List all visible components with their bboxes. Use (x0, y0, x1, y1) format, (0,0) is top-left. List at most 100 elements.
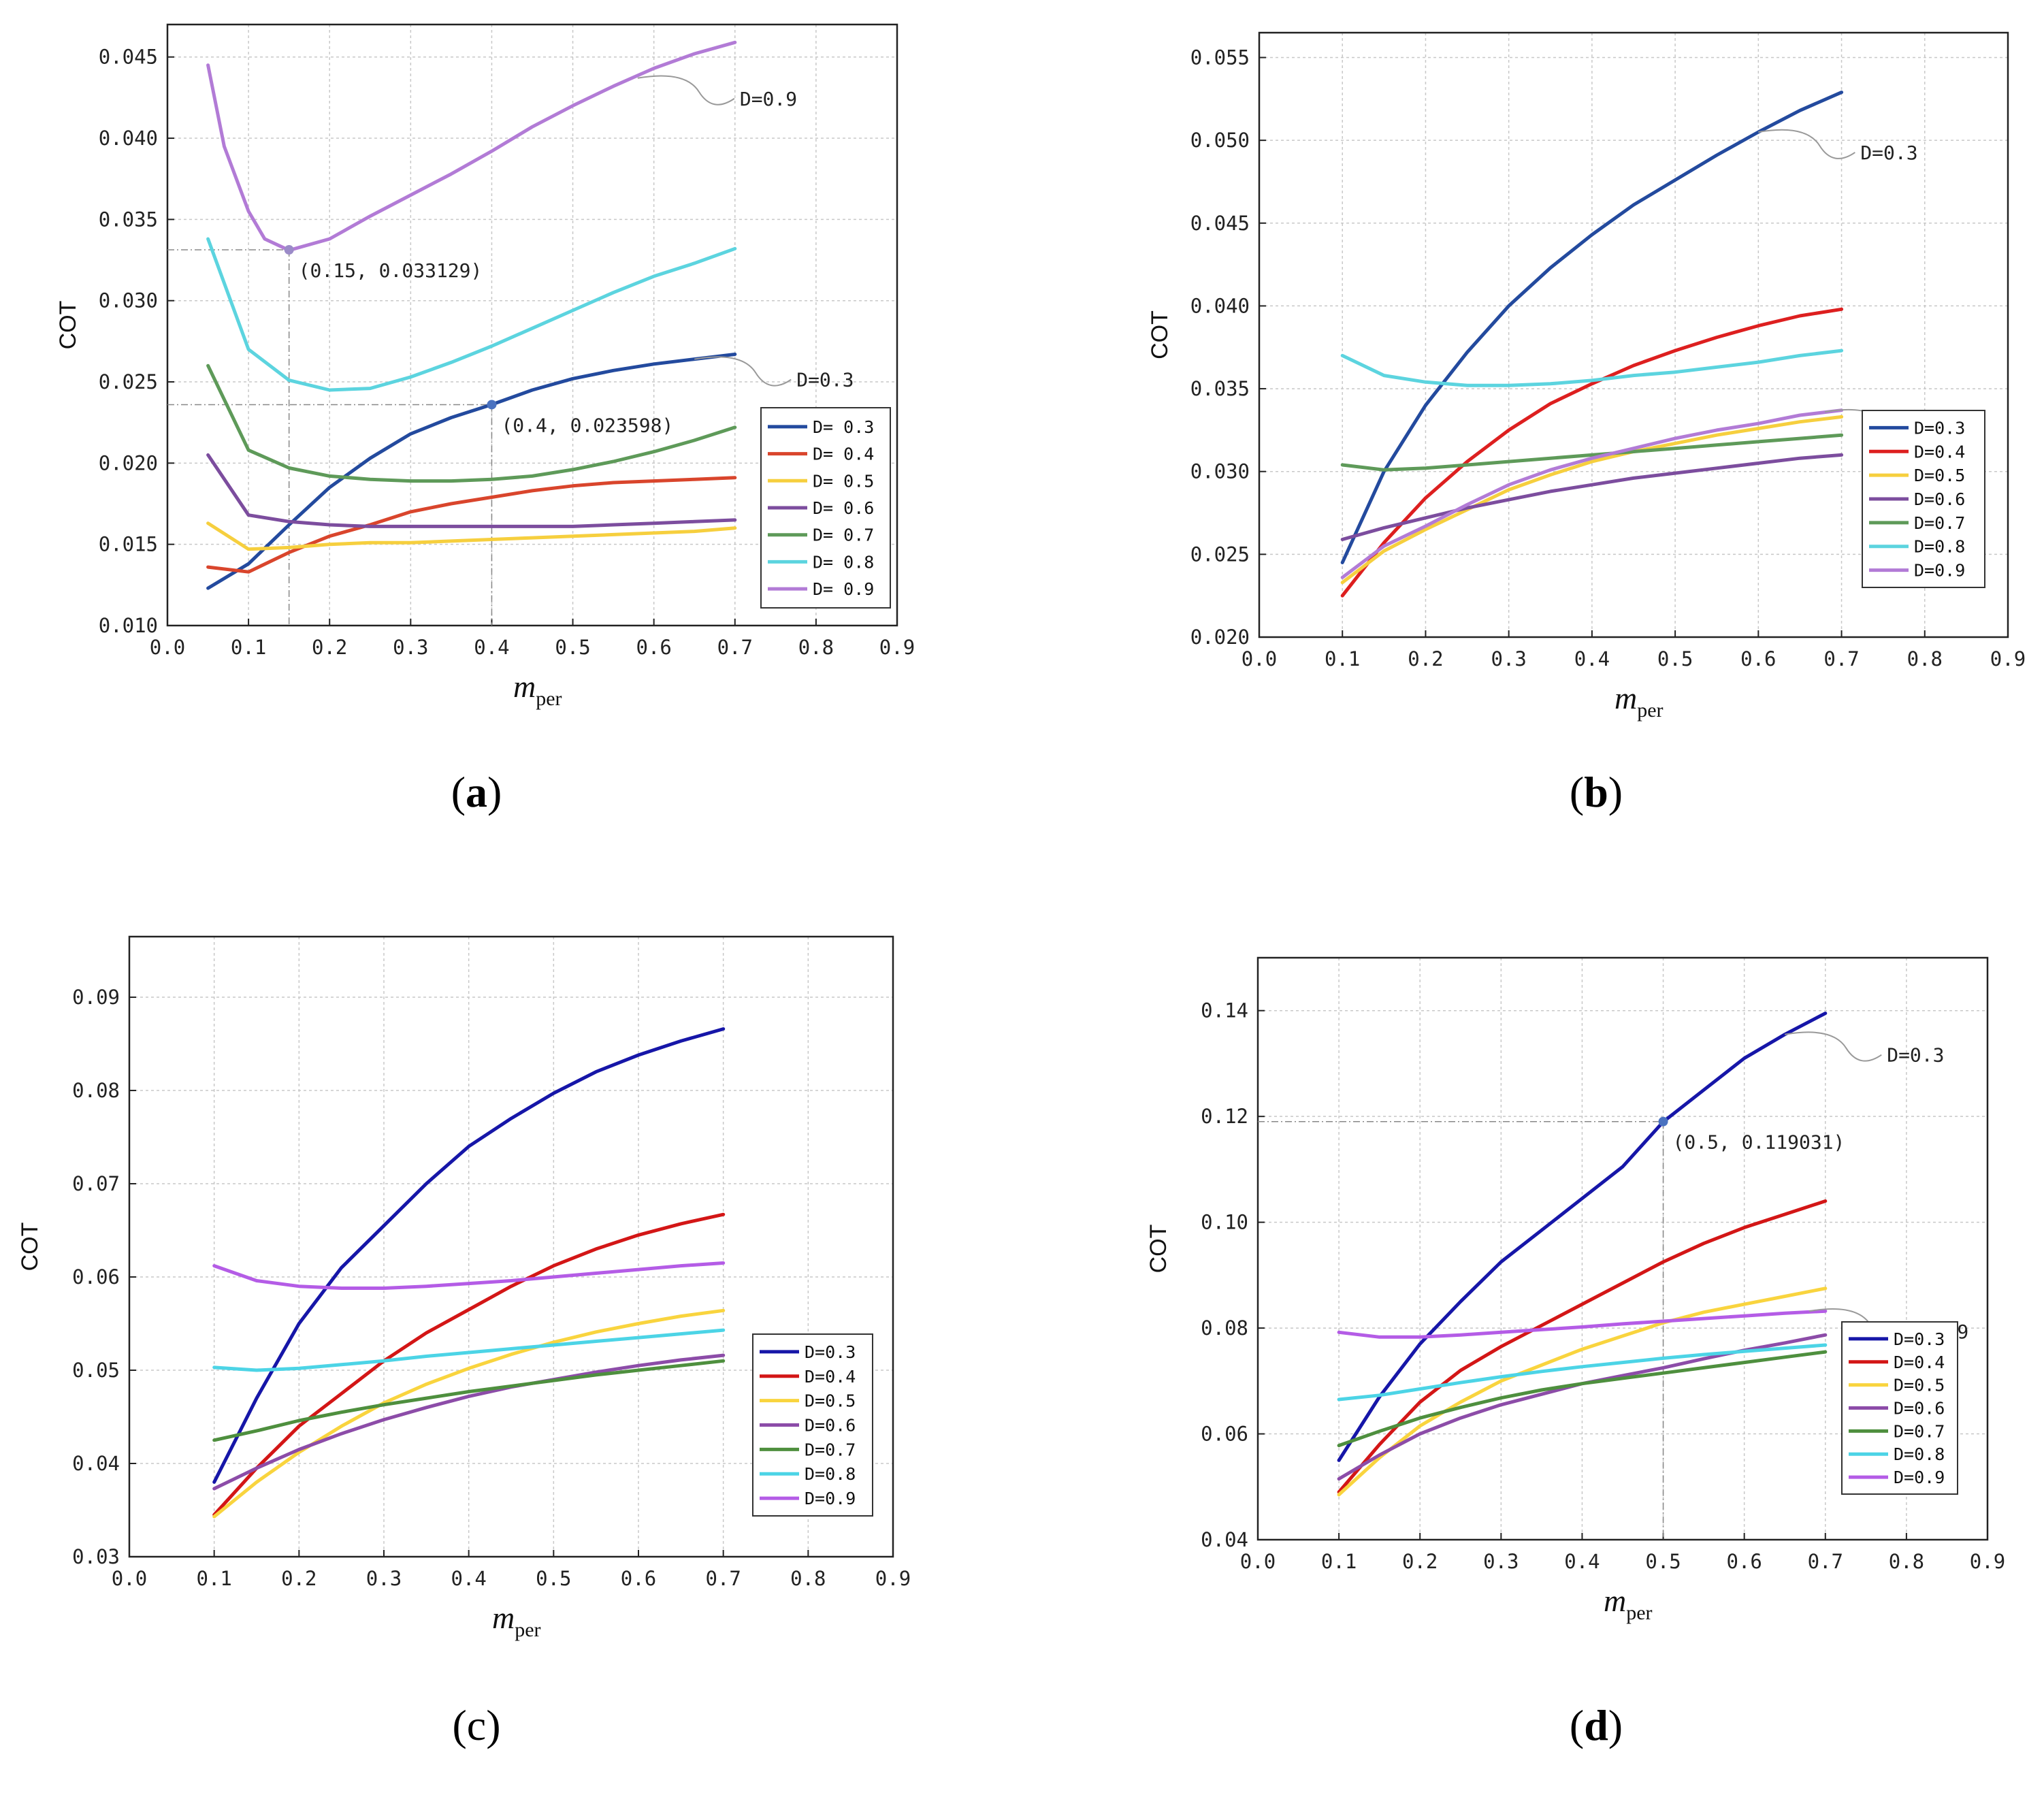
legend-entry: D= 0.9 (813, 579, 874, 599)
y-tick-label: 0.06 (1201, 1423, 1248, 1446)
y-tick-label: 0.035 (99, 208, 158, 231)
y-tick-label: 0.035 (1190, 377, 1250, 400)
series-line-d09 (1337, 1309, 1828, 1339)
series-line-d06 (212, 1353, 726, 1491)
legend-entry: D=0.3 (805, 1342, 856, 1362)
annotation-point (1658, 1116, 1668, 1127)
x-tick-label: 0.8 (798, 636, 834, 659)
x-tick-label: 0.3 (1483, 1550, 1519, 1573)
x-tick-label: 0.3 (1491, 647, 1526, 670)
legend-entry: D=0.7 (1914, 513, 1965, 533)
y-tick-label: 0.020 (1190, 626, 1250, 649)
callout-label: D=0.3 (796, 369, 854, 391)
y-axis-title: COT (55, 301, 81, 350)
series-line-d05 (212, 1308, 726, 1519)
callout-leader (1758, 129, 1855, 159)
x-tick-label: 0.0 (1240, 1550, 1276, 1573)
plot-frame (166, 23, 898, 627)
legend-entry: D=0.8 (1914, 537, 1965, 557)
annotation-point (284, 245, 294, 255)
panel-label: (b) (1570, 768, 1623, 816)
series-line-d05 (206, 521, 737, 551)
x-tick-label: 0.5 (555, 636, 590, 659)
x-tick-label: 0.9 (879, 636, 915, 659)
y-tick-label: 0.04 (1201, 1528, 1248, 1551)
series-line-d07 (1340, 433, 1844, 472)
x-tick-label: 0.5 (536, 1567, 571, 1590)
series-line-d08 (212, 1328, 726, 1372)
x-tick-label: 0.7 (1823, 647, 1859, 670)
y-axis-title: COT (1147, 310, 1173, 359)
legend-entry: D=0.9 (1914, 561, 1965, 581)
y-tick-label: 0.08 (1201, 1316, 1248, 1340)
y-tick-label: 0.045 (99, 46, 158, 69)
legend-entry: D=0.6 (805, 1416, 856, 1436)
x-tick-label: 0.5 (1645, 1550, 1681, 1573)
legend-entry: D= 0.7 (813, 525, 874, 545)
legend-entry: D=0.5 (1894, 1376, 1945, 1395)
x-axis-title: mper (1604, 1583, 1653, 1624)
x-tick-label: 0.3 (366, 1567, 402, 1590)
x-tick-label: 0.5 (1657, 647, 1693, 670)
plot-frame (128, 935, 894, 1558)
series-line-d03 (212, 1027, 726, 1484)
x-tick-label: 0.6 (1726, 1550, 1762, 1573)
series-line-d03 (1337, 1011, 1828, 1462)
x-tick-label: 0.4 (1574, 647, 1610, 670)
callout-label: D=0.3 (1887, 1044, 1944, 1067)
x-tick-label: 0.6 (1740, 647, 1776, 670)
legend-entry: D=0.6 (1894, 1399, 1945, 1419)
x-tick-label: 0.4 (1564, 1550, 1600, 1573)
y-tick-label: 0.030 (99, 289, 158, 312)
y-tick-label: 0.08 (72, 1079, 120, 1102)
y-tick-label: 0.10 (1201, 1211, 1248, 1234)
y-axis-title: COT (1146, 1225, 1171, 1274)
x-tick-label: 0.8 (790, 1567, 826, 1590)
legend-entry: D=0.7 (1894, 1421, 1945, 1441)
x-axis-title: mper (1615, 681, 1664, 722)
series-line-d07 (1337, 1350, 1828, 1448)
x-tick-label: 0.2 (1402, 1550, 1438, 1573)
x-tick-label: 0.1 (1321, 1550, 1357, 1573)
x-tick-label: 0.9 (1970, 1550, 2005, 1573)
y-tick-label: 0.04 (72, 1452, 120, 1475)
x-tick-label: 0.7 (717, 636, 753, 659)
legend-entry: D= 0.3 (813, 417, 874, 437)
y-tick-label: 0.045 (1190, 212, 1250, 235)
y-tick-label: 0.025 (99, 370, 158, 393)
annotation-point (487, 400, 497, 410)
x-tick-label: 0.4 (474, 636, 509, 659)
y-tick-label: 0.05 (72, 1359, 120, 1382)
legend-entry: D= 0.5 (813, 471, 874, 491)
series-line-d09 (206, 40, 737, 253)
legend-entry: D=0.5 (1914, 466, 1965, 485)
legend-entry: D=0.9 (1894, 1468, 1945, 1487)
y-tick-label: 0.055 (1190, 46, 1250, 69)
legend-entry: D=0.7 (805, 1440, 856, 1459)
x-tick-label: 0.6 (636, 636, 671, 659)
x-tick-label: 0.1 (196, 1567, 231, 1590)
x-tick-label: 0.0 (1242, 647, 1277, 670)
x-tick-label: 0.7 (1808, 1550, 1843, 1573)
x-tick-label: 0.1 (1325, 647, 1360, 670)
y-tick-label: 0.09 (72, 986, 120, 1009)
plot-frame (1258, 31, 2009, 638)
callout-leader (694, 356, 792, 387)
legend-entry: D=0.5 (805, 1391, 856, 1411)
x-tick-label: 0.6 (621, 1567, 656, 1590)
y-tick-label: 0.010 (99, 614, 158, 637)
series-line-d08 (1337, 1343, 1828, 1402)
legend-entry: D=0.6 (1914, 489, 1965, 509)
annotation-label: (0.5, 0.119031) (1673, 1131, 1845, 1154)
y-tick-label: 0.07 (72, 1172, 120, 1195)
panel-b-chart: 0.0 0.1 0.2 0.3 0.4 0.5 0.6 0.7 0.8 0.9 0.020 0.025… (1147, 31, 2026, 816)
y-tick-label: 0.14 (1201, 999, 1248, 1022)
y-tick-label: 0.025 (1190, 543, 1250, 566)
x-tick-label: 0.9 (1990, 647, 2026, 670)
x-tick-label: 0.9 (875, 1567, 911, 1590)
series-line-d04 (1337, 1199, 1828, 1494)
series-line-d04 (1340, 307, 1844, 598)
callout-leader (1785, 1031, 1882, 1062)
panel-d-chart: 0.0 0.1 0.2 0.3 0.4 0.5 0.6 0.7 0.8 0.9 0.04 0.06 0.… (1146, 956, 2005, 1749)
